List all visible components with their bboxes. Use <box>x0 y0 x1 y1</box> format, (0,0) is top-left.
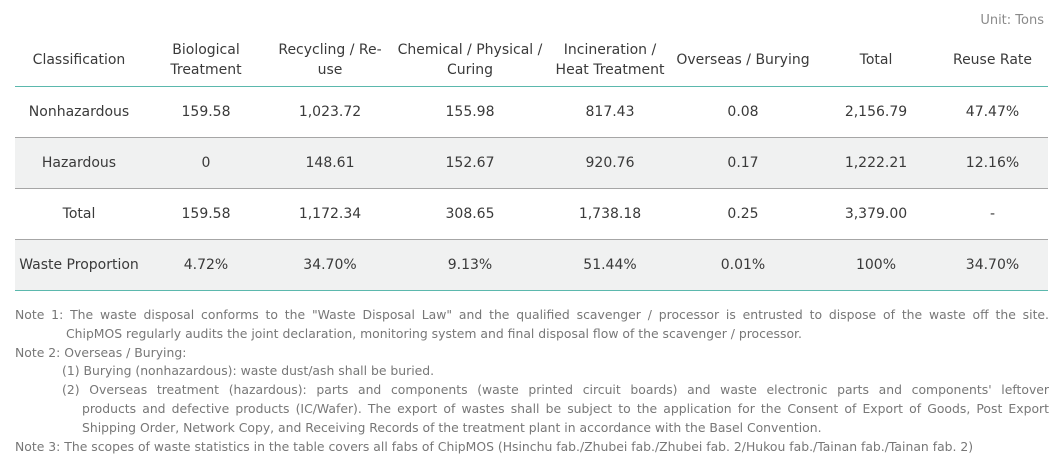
table-cell: 159.58 <box>181 205 231 222</box>
notes-section: Note 1: The waste disposal conforms to t… <box>15 306 1049 456</box>
table-cell: 920.76 <box>585 154 635 171</box>
table-cell: 308.65 <box>445 205 495 222</box>
note-2-item-2-line-2: products and defective products (IC/Wafe… <box>82 400 1049 416</box>
table-cell: 47.47% <box>965 103 1020 120</box>
unit-label: Unit: Tons <box>980 13 1044 28</box>
table-cell: 51.44% <box>583 256 637 273</box>
table-cell: 148.61 <box>305 154 355 171</box>
note-2-title: Note 2: Overseas / Burying: <box>15 344 187 360</box>
table-cell: 100% <box>855 256 897 273</box>
table-cell: 0.01% <box>720 256 766 273</box>
header-reuse-rate: Reuse Rate <box>952 51 1033 68</box>
table-cell: 0.08 <box>727 103 759 120</box>
table-row-hazardous: Hazardous 0 148.61 152.67 920.76 0.17 1,… <box>15 137 1048 188</box>
header-recycling-reuse: Recycling / Re-use <box>278 41 382 78</box>
table-cell: 817.43 <box>585 103 635 120</box>
note-2-item-1: (1) Burying (nonhazardous): waste dust/a… <box>62 363 435 379</box>
header-incineration-heat-treatment: Incineration / Heat Treatment <box>555 41 665 78</box>
table-cell: 3,379.00 <box>844 205 908 222</box>
table-row-nonhazardous: Nonhazardous 159.58 1,023.72 155.98 817.… <box>15 86 1048 137</box>
table-cell: 1,222.21 <box>844 154 908 171</box>
table-cell: 152.67 <box>445 154 495 171</box>
table-cell: 12.16% <box>965 154 1020 171</box>
row-label: Nonhazardous <box>28 103 130 120</box>
table-cell: 4.72% <box>183 256 229 273</box>
table-cell: 1,738.18 <box>578 205 642 222</box>
waste-disposal-table: Classification Biological Treatment Recy… <box>15 34 1048 291</box>
header-biological-treatment: Biological Treatment <box>170 41 242 78</box>
table-cell: 34.70% <box>965 256 1020 273</box>
table-cell: 0.25 <box>727 205 759 222</box>
table-cell: 0 <box>201 154 211 171</box>
header-classification: Classification <box>32 51 126 68</box>
note-2-item-2-line-1: (2) Overseas treatment (hazardous): part… <box>62 382 1049 398</box>
table-cell: 159.58 <box>181 103 231 120</box>
row-label: Waste Proportion <box>19 256 139 273</box>
note-1-line-2: ChipMOS regularly audits the joint decla… <box>66 325 802 341</box>
header-chemical-physical-curing: Chemical / Physical / Curing <box>397 41 543 78</box>
note-1-line-1: Note 1: The waste disposal conforms to t… <box>15 307 1049 322</box>
note-3: Note 3: The scopes of waste statistics i… <box>15 438 974 454</box>
table-cell: 1,172.34 <box>298 205 362 222</box>
table-header-row: Classification Biological Treatment Recy… <box>15 34 1048 86</box>
table-cell: - <box>989 205 996 222</box>
table-cell: 0.17 <box>727 154 759 171</box>
table-row-total: Total 159.58 1,172.34 308.65 1,738.18 0.… <box>15 188 1048 239</box>
header-overseas-burying: Overseas / Burying <box>676 51 810 68</box>
note-2-item-2-line-3: Shipping Order, Network Copy, and Receiv… <box>82 419 822 435</box>
row-label: Total <box>62 205 96 222</box>
table-cell: 2,156.79 <box>844 103 908 120</box>
table-cell: 155.98 <box>445 103 495 120</box>
header-total: Total <box>859 51 893 68</box>
table-row-waste-proportion: Waste Proportion 4.72% 34.70% 9.13% 51.4… <box>15 239 1048 290</box>
table-cell: 34.70% <box>303 256 357 273</box>
table-cell: 1,023.72 <box>298 103 362 120</box>
row-label: Hazardous <box>41 154 117 171</box>
table-cell: 9.13% <box>447 256 493 273</box>
